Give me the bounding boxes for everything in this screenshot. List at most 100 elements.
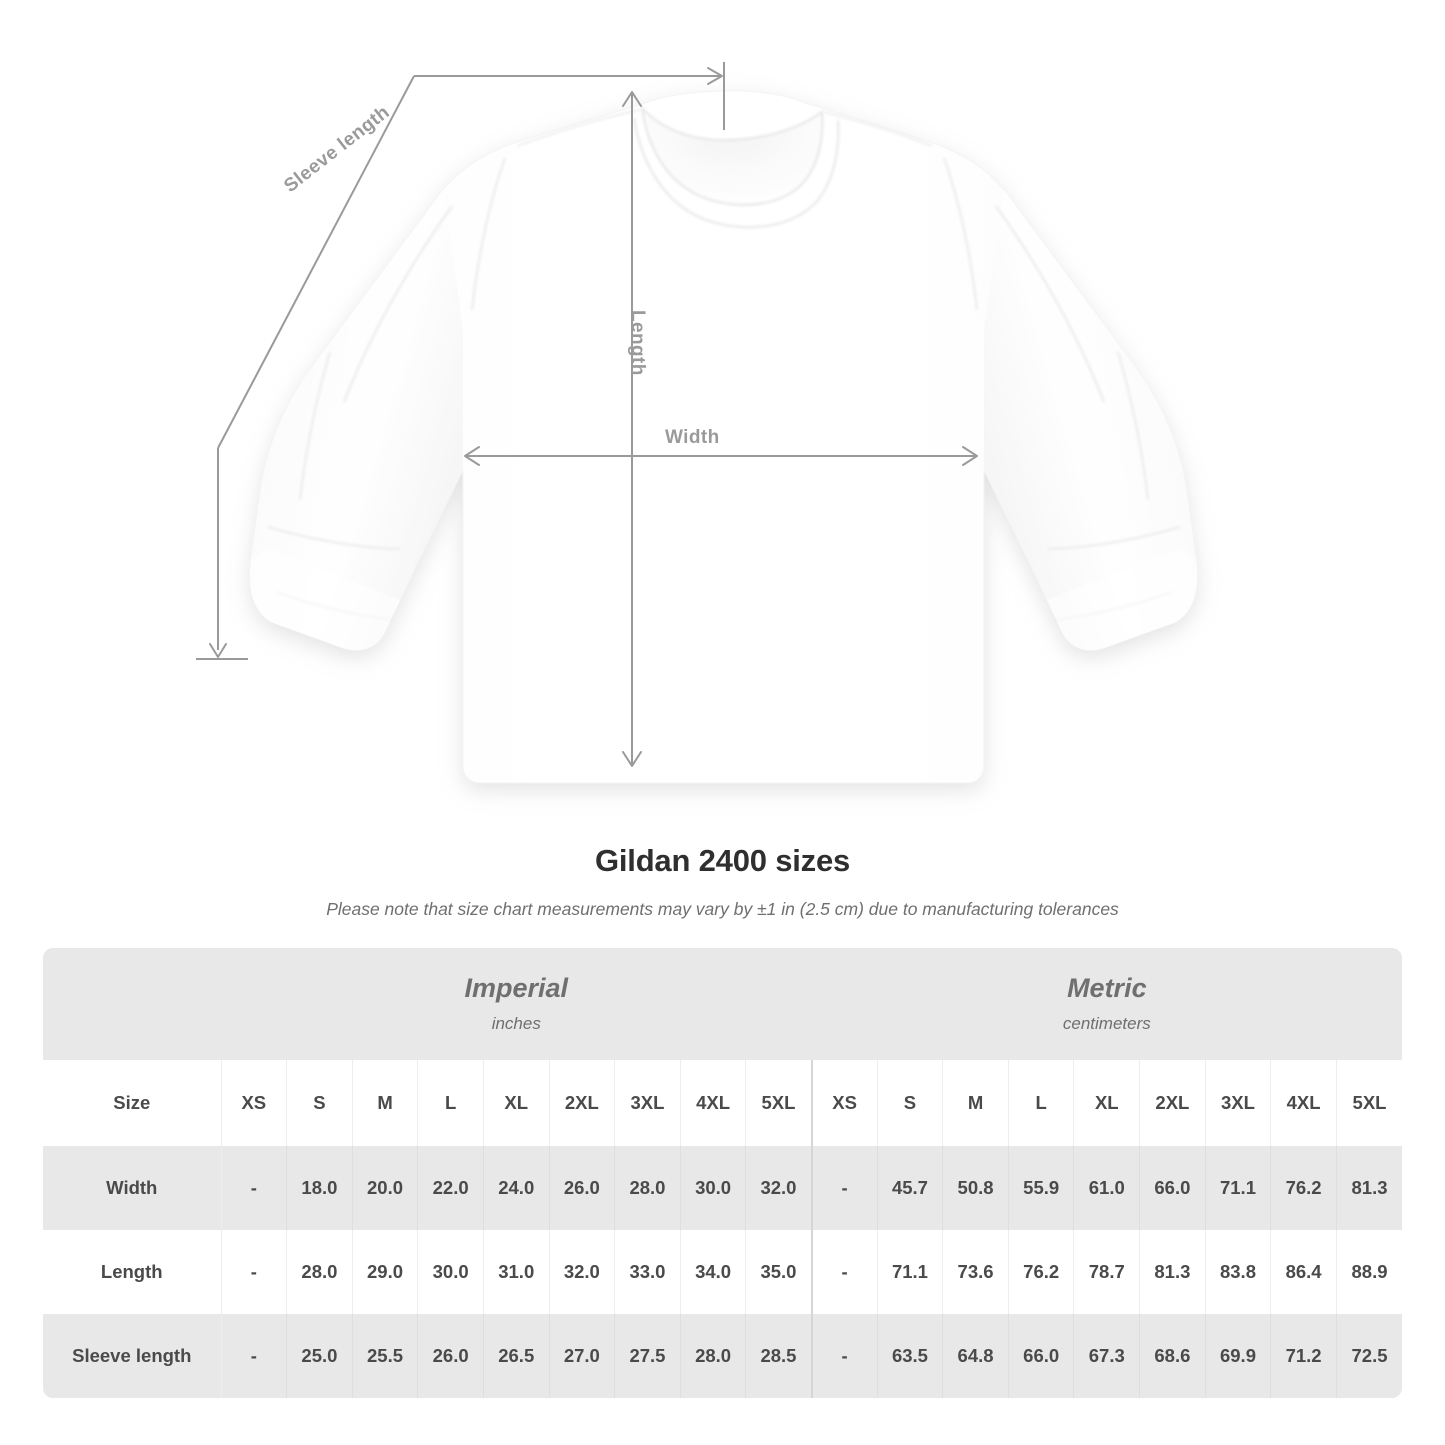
garment-illustration [196, 62, 1198, 784]
size-header-imp-3: L [417, 1060, 484, 1146]
measurement-arrowheads [209, 67, 978, 767]
length-imp-1: 28.0 [286, 1230, 353, 1314]
size-header-imp-2: M [352, 1060, 419, 1146]
length-imp-0: - [221, 1230, 288, 1314]
sleeve-arrow-down [209, 643, 227, 658]
size-header-imp-4: XL [483, 1060, 550, 1146]
size-header-imp-6: 3XL [614, 1060, 681, 1146]
size-header-label: Size [43, 1060, 222, 1146]
width-imp-7: 30.0 [680, 1146, 747, 1230]
length-imp-2: 29.0 [352, 1230, 419, 1314]
size-header-met-8: 5XL [1336, 1060, 1403, 1146]
width-met-0: - [810, 1146, 878, 1230]
imperial-unit: inches [491, 1013, 541, 1033]
size-header-met-7: 4XL [1270, 1060, 1337, 1146]
length-arrow-up [622, 91, 642, 107]
width-imp-2: 20.0 [352, 1146, 419, 1230]
width-met-3: 55.9 [1008, 1146, 1075, 1230]
sleeve-imp-6: 27.5 [614, 1314, 681, 1398]
size-header-row: Size XS S M L XL 2XL 3XL 4XL 5XL XS S M … [43, 1060, 1403, 1146]
length-met-3: 76.2 [1008, 1230, 1075, 1314]
sleeve-met-4: 67.3 [1073, 1314, 1141, 1398]
length-imp-7: 34.0 [680, 1230, 747, 1314]
length-imp-8: 35.0 [745, 1230, 813, 1314]
collar [632, 104, 840, 229]
length-imp-5: 32.0 [549, 1230, 616, 1314]
sleeve-cuffs [249, 548, 1198, 651]
length-imp-4: 31.0 [483, 1230, 550, 1314]
width-label: Width [665, 427, 720, 448]
length-met-8: 88.9 [1336, 1230, 1403, 1314]
size-header-imp-0: XS [221, 1060, 288, 1146]
length-met-4: 78.7 [1073, 1230, 1141, 1314]
size-header-imp-7: 4XL [680, 1060, 747, 1146]
width-imp-4: 24.0 [483, 1146, 550, 1230]
sleeve-imp-8: 28.5 [745, 1314, 813, 1398]
width-arrow-right [962, 446, 978, 466]
sleeve-imp-4: 26.5 [483, 1314, 550, 1398]
sleeve-diagonal-segment [217, 75, 415, 449]
imperial-name: Imperial [464, 973, 569, 1004]
size-header-met-4: XL [1073, 1060, 1141, 1146]
page-title: Gildan 2400 sizes [594, 843, 851, 878]
size-header-met-6: 3XL [1205, 1060, 1272, 1146]
width-imp-8: 32.0 [745, 1146, 813, 1230]
metric-banner: Metric centimeters [811, 948, 1403, 1060]
size-header-met-5: 2XL [1139, 1060, 1206, 1146]
width-imp-1: 18.0 [286, 1146, 353, 1230]
size-header-met-0: XS [810, 1060, 878, 1146]
metric-name: Metric [1067, 973, 1147, 1004]
sleeve-imp-7: 28.0 [680, 1314, 747, 1398]
garment-diagram: Sleeve length Length Width [196, 62, 1198, 784]
sleeve-imp-2: 25.5 [352, 1314, 419, 1398]
width-met-5: 66.0 [1139, 1146, 1206, 1230]
table-row: Sleeve length - 25.0 25.5 26.0 26.5 27.0… [43, 1314, 1403, 1398]
length-met-1: 71.1 [877, 1230, 944, 1314]
unit-banner-row: Imperial inches Metric centimeters [43, 948, 1403, 1060]
width-imp-3: 22.0 [417, 1146, 484, 1230]
size-header-met-1: S [877, 1060, 944, 1146]
width-imp-5: 26.0 [549, 1146, 616, 1230]
length-arrow-down [622, 751, 642, 767]
metric-unit: centimeters [1062, 1013, 1151, 1033]
width-met-7: 76.2 [1270, 1146, 1337, 1230]
sleeve-met-5: 68.6 [1139, 1314, 1206, 1398]
length-met-0: - [810, 1230, 878, 1314]
sleeve-met-7: 71.2 [1270, 1314, 1337, 1398]
row-label-length: Length [43, 1230, 222, 1314]
length-met-6: 83.8 [1205, 1230, 1272, 1314]
sleeve-met-8: 72.5 [1336, 1314, 1403, 1398]
sleeve-arrow-right [707, 67, 723, 85]
sleeve-imp-0: - [221, 1314, 288, 1398]
length-imp-3: 30.0 [417, 1230, 484, 1314]
measurement-lines [196, 62, 977, 766]
width-arrow-left [464, 446, 480, 466]
sleeve-imp-5: 27.0 [549, 1314, 616, 1398]
size-chart-table-wrapper: Imperial inches Metric centimeters Size … [43, 948, 1403, 1398]
size-header-imp-5: 2XL [549, 1060, 616, 1146]
size-header-imp-1: S [286, 1060, 353, 1146]
banner-spacer [43, 948, 221, 1060]
size-header-met-2: M [942, 1060, 1009, 1146]
size-header-imp-8: 5XL [745, 1060, 813, 1146]
imperial-banner: Imperial inches [221, 948, 812, 1060]
row-label-sleeve-length: Sleeve length [43, 1314, 222, 1398]
length-label: Length [627, 310, 648, 376]
sleeve-met-0: - [810, 1314, 878, 1398]
sleeve-met-2: 64.8 [942, 1314, 1009, 1398]
table-row: Length - 28.0 29.0 30.0 31.0 32.0 33.0 3… [43, 1230, 1403, 1314]
sleeve-met-3: 66.0 [1008, 1314, 1075, 1398]
sleeve-met-6: 69.9 [1205, 1314, 1272, 1398]
width-imp-6: 28.0 [614, 1146, 681, 1230]
sleeve-imp-1: 25.0 [286, 1314, 353, 1398]
width-met-6: 71.1 [1205, 1146, 1272, 1230]
length-imp-6: 33.0 [614, 1230, 681, 1314]
length-met-5: 81.3 [1139, 1230, 1206, 1314]
size-chart-table: Imperial inches Metric centimeters Size … [43, 948, 1403, 1398]
length-met-2: 73.6 [942, 1230, 1009, 1314]
length-met-7: 86.4 [1270, 1230, 1337, 1314]
width-met-1: 45.7 [877, 1146, 944, 1230]
width-met-4: 61.0 [1073, 1146, 1141, 1230]
row-label-width: Width [43, 1146, 222, 1230]
sleeve-met-1: 63.5 [877, 1314, 944, 1398]
